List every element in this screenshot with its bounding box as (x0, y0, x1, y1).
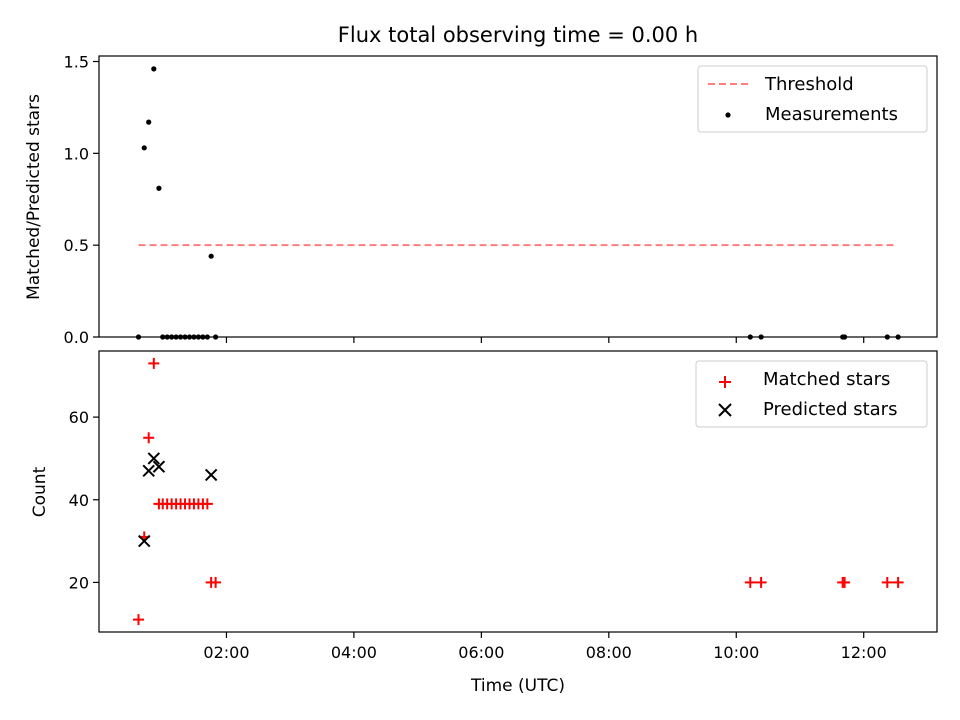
predicted-star-point (152, 460, 166, 473)
measurement-point (141, 145, 147, 151)
y-tick-label: 0.0 (64, 328, 89, 347)
matched-star-point (143, 432, 155, 444)
x-tick-label: 12:00 (841, 643, 887, 662)
predicted-star-point (138, 534, 151, 548)
matched-star-point (892, 576, 904, 588)
predicted-star-point (147, 452, 161, 465)
bottom-legend-box (695, 360, 928, 428)
matched-star-point (133, 614, 145, 626)
legend-measurements-swatch (725, 112, 731, 118)
bottom-plot-frame (98, 350, 938, 633)
x-axis-label: Time (UTC) (470, 676, 565, 696)
y-tick-label: 0.5 (64, 236, 89, 255)
predicted-star-point (142, 464, 155, 478)
legend-predicted-swatch (718, 403, 732, 417)
y-tick-label: 1.5 (64, 53, 89, 72)
bottom-y-ticks: 20 40 60 (69, 408, 99, 592)
legend-predicted-label: Predicted stars (763, 399, 897, 420)
top-y-ticks: 0.0 0.5 1.0 1.5 (64, 53, 99, 347)
bottom-x-ticks: 02:00 04:00 06:00 08:00 10:00 12:00 (203, 632, 887, 662)
x-tick-label: 02:00 (203, 643, 249, 662)
matched-star-point (148, 357, 160, 369)
matched-star-point (744, 576, 756, 588)
bottom-legend: Matched stars Predicted stars (695, 360, 928, 428)
y-tick-label: 60 (69, 408, 89, 427)
y-tick-label: 20 (69, 573, 89, 592)
predicted-star-point (204, 468, 218, 482)
top-panel: 0.0 0.5 1.0 1.5 Matched/Predicted stars Thr… (24, 53, 938, 347)
x-tick-label: 04:00 (331, 643, 377, 662)
y-tick-label: 1.0 (64, 144, 89, 163)
matched-star-point (881, 576, 893, 588)
top-plot-frame (98, 55, 938, 338)
legend-measurements-label: Measurements (765, 104, 898, 125)
measurement-point (156, 185, 162, 191)
measurement-point (208, 253, 214, 259)
x-tick-label: 08:00 (586, 643, 632, 662)
top-x-ticks (225, 337, 865, 343)
x-tick-label: 06:00 (458, 643, 504, 662)
top-legend-box (697, 65, 928, 133)
legend-matched-swatch (719, 376, 731, 388)
matched-star-point (839, 576, 851, 588)
bottom-panel: 20 40 60 02:00 04:00 06:00 08:00 10:00 12:00 Co… (30, 350, 938, 696)
matched-star-point (201, 498, 213, 510)
x-tick-label: 10:00 (713, 643, 759, 662)
bottom-plot-area (133, 357, 904, 626)
top-legend: Threshold Measurements (697, 65, 928, 133)
matched-star-point (755, 576, 767, 588)
chart-title: Flux total observing time = 0.00 h (338, 23, 698, 47)
y-tick-label: 40 (69, 491, 89, 510)
measurement-point (151, 66, 157, 72)
top-y-axis-label: Matched/Predicted stars (24, 94, 44, 300)
legend-matched-label: Matched stars (763, 369, 890, 390)
bottom-y-axis-label: Count (30, 466, 50, 517)
matched-star-point (210, 576, 222, 588)
measurement-point (146, 119, 152, 125)
legend-threshold-label: Threshold (764, 74, 854, 95)
